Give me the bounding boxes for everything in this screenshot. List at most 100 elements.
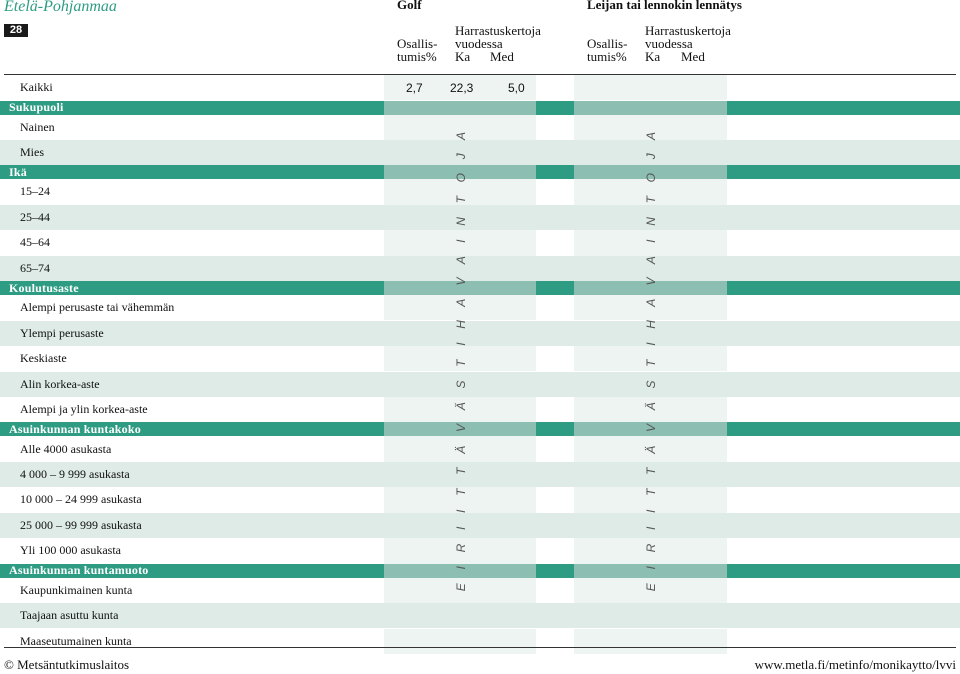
leija-insufficient-note: E I R I I T T Ä V Ä S T I H A V A I N T …	[644, 126, 658, 592]
table-row: Nainen	[0, 114, 960, 140]
leija-frequency-header: Harrastuskertoja vuodessa	[645, 23, 731, 51]
table-row: 15–24	[0, 179, 960, 205]
table-row: Yli 100 000 asukasta	[0, 538, 960, 564]
table-column-band	[384, 320, 536, 346]
group-golf-title: Golf	[397, 0, 422, 12]
table-column-band	[574, 204, 727, 231]
golf-insufficient-note: E I R I I T T Ä V Ä S T I H A V A I N T …	[454, 126, 468, 592]
table-column-band	[384, 75, 536, 101]
section-column-band	[384, 563, 536, 578]
table-cell-value: 22,3	[450, 80, 474, 95]
row-label: Alempi perusaste tai vähemmän	[20, 300, 175, 315]
row-label: 45–64	[20, 235, 50, 250]
table-column-band	[574, 230, 727, 256]
row-label: Alin korkea-aste	[20, 376, 100, 391]
table-column-band	[384, 179, 536, 205]
table-row: Alempi ja ylin korkea-aste	[0, 396, 960, 423]
group-leija-title: Leijan tai lennokin lennätys	[587, 0, 742, 12]
table-column-band	[574, 461, 727, 488]
row-label: Yli 100 000 asukasta	[20, 543, 121, 558]
table-row: Ylempi perusaste	[0, 320, 960, 346]
table-cell-value: 2,7	[406, 80, 423, 95]
table-column-band	[384, 230, 536, 256]
table-column-band	[574, 512, 727, 539]
section-label: Sukupuoli	[9, 100, 64, 114]
row-label: 4 000 – 9 999 asukasta	[20, 466, 130, 481]
header-rule	[4, 74, 956, 75]
table-column-band	[574, 255, 727, 282]
row-label: Keskiaste	[20, 351, 67, 366]
section-label: Koulutusaste	[9, 280, 79, 295]
table-column-band	[384, 295, 536, 321]
table-column-band	[384, 603, 536, 629]
golf-participation-header: Osallis- tumis%	[397, 36, 438, 64]
table-row: 10 000 – 24 999 asukasta	[0, 487, 960, 513]
section-column-band	[574, 563, 727, 578]
table-row: 25 000 – 99 999 asukasta	[0, 512, 960, 539]
table-column-band	[384, 628, 536, 654]
table-column-band	[384, 512, 536, 539]
row-label: Alempi ja ylin korkea-aste	[20, 402, 148, 417]
footer-url[interactable]: www.metla.fi/metinfo/monikaytto/lvvi	[754, 657, 956, 672]
section-label: Ikä	[9, 164, 27, 179]
row-label: Kaikki	[20, 80, 53, 95]
table-column-band	[574, 538, 727, 564]
golf-median-header: Med	[490, 49, 514, 64]
row-label: Kaupunkimainen kunta	[20, 582, 133, 597]
table-row: Maaseutumainen kunta	[0, 628, 960, 654]
leija-mean-header: Ka	[645, 49, 661, 64]
table-column-band	[574, 487, 727, 513]
row-label: 10 000 – 24 999 asukasta	[20, 492, 142, 507]
footer-rule	[4, 647, 956, 648]
table-row: Kaupunkimainen kunta	[0, 577, 960, 603]
page-number: 28	[4, 24, 28, 37]
section-header: Ikä	[0, 164, 960, 180]
table-column-band	[574, 139, 727, 166]
row-label: Alle 4000 asukasta	[20, 441, 112, 456]
table-row: Kaikki 2,7 22,3 5,0	[0, 75, 960, 101]
section-column-band	[384, 422, 536, 437]
table-column-band	[384, 461, 536, 488]
row-label: 15–24	[20, 184, 50, 199]
table-column-band	[574, 346, 727, 372]
section-label: Asuinkunnan kuntamuoto	[9, 563, 149, 578]
table-column-band	[384, 346, 536, 372]
leija-median-header: Med	[681, 49, 705, 64]
table-column-band	[574, 577, 727, 603]
row-label: Nainen	[20, 119, 55, 134]
table-row: Alle 4000 asukasta	[0, 436, 960, 462]
table-column-band	[384, 436, 536, 462]
section-column-band	[384, 100, 536, 115]
table-column-band	[574, 603, 727, 629]
table-column-band	[574, 179, 727, 205]
golf-mean-header: Ka	[455, 49, 471, 64]
table-column-band	[574, 628, 727, 654]
table-column-band	[384, 577, 536, 603]
table-column-band	[574, 396, 727, 423]
table-column-band	[384, 114, 536, 140]
section-column-band	[574, 422, 727, 437]
section-label: Asuinkunnan kuntakoko	[9, 421, 141, 436]
section-column-band	[574, 165, 727, 180]
table-column-band	[574, 371, 727, 397]
row-label: Mies	[20, 145, 44, 160]
row-label: 65–74	[20, 260, 50, 275]
table-cell-value: 5,0	[508, 80, 525, 95]
table-column-band	[384, 396, 536, 423]
section-header: Koulutusaste	[0, 280, 960, 296]
row-label: 25–44	[20, 209, 50, 224]
table-column-band	[384, 371, 536, 397]
table-column-band	[384, 139, 536, 166]
row-label: Maaseutumainen kunta	[20, 633, 132, 648]
table-row: Alin korkea-aste	[0, 371, 960, 397]
section-column-band	[574, 281, 727, 296]
row-label: 25 000 – 99 999 asukasta	[20, 517, 142, 532]
table-row: 4 000 – 9 999 asukasta	[0, 461, 960, 488]
table-row: Keskiaste	[0, 346, 960, 372]
table-column-band	[574, 295, 727, 321]
section-column-band	[574, 100, 727, 115]
golf-frequency-header: Harrastuskertoja vuodessa	[455, 23, 541, 51]
table-row: Alempi perusaste tai vähemmän	[0, 295, 960, 321]
section-header: Asuinkunnan kuntamuoto	[0, 563, 960, 578]
footer-copyright: © Metsäntutkimuslaitos	[4, 657, 130, 672]
